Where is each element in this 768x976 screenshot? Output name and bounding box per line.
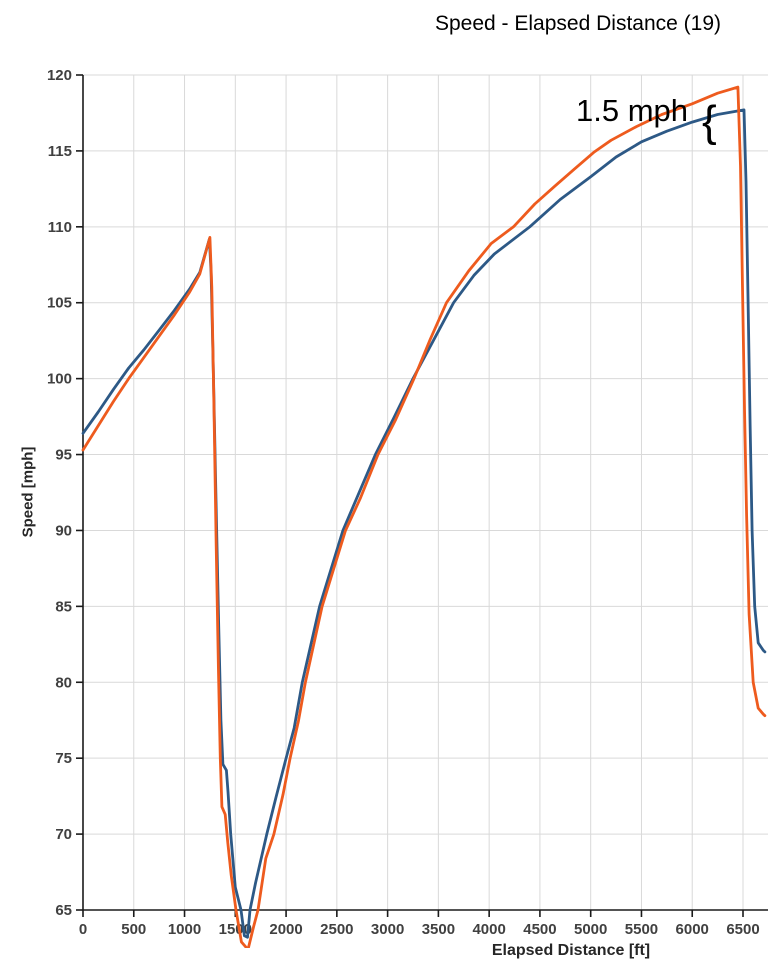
x-tick-label: 5000: [574, 921, 607, 938]
x-tick-label: 0: [79, 921, 87, 938]
annotation-brace-icon: {: [702, 97, 717, 146]
series-line-blue: [81, 108, 767, 939]
y-tick-label: 75: [55, 750, 72, 767]
x-tick-label: 6000: [676, 921, 709, 938]
y-tick-label: 95: [55, 447, 72, 464]
x-tick-label: 3000: [371, 921, 404, 938]
x-tick-label: 500: [121, 921, 146, 938]
axis-line: [82, 75, 768, 911]
x-tick-label: 3500: [422, 921, 455, 938]
x-tick-label: 4000: [472, 921, 505, 938]
y-tick-label: 90: [55, 522, 72, 539]
y-tick-label: 80: [55, 674, 72, 691]
x-tick-label: 5500: [625, 921, 658, 938]
x-axis-title: Elapsed Distance [ft]: [491, 942, 651, 959]
x-tick-label: 1000: [168, 921, 201, 938]
x-tick-label: 6500: [726, 921, 759, 938]
x-tick-label: 2000: [269, 921, 302, 938]
x-tick-label: 4500: [523, 921, 556, 938]
annotation-text: 1.5 mph: [576, 93, 688, 128]
chart-title: Speed - Elapsed Distance (19): [435, 12, 721, 35]
y-tick-label: 70: [55, 826, 72, 843]
y-tick-label: 100: [47, 371, 72, 388]
series-line-orange: [81, 85, 767, 948]
y-tick-label: 120: [47, 67, 72, 84]
y-tick-label: 65: [55, 902, 72, 919]
y-tick-label: 110: [48, 219, 72, 236]
y-tick-label: 105: [47, 295, 72, 312]
y-tick-label: 85: [55, 598, 72, 615]
x-tick-label: 2500: [320, 921, 353, 938]
y-tick-label: 115: [48, 143, 72, 160]
y-axis-title: Speed [mph]: [19, 446, 37, 538]
